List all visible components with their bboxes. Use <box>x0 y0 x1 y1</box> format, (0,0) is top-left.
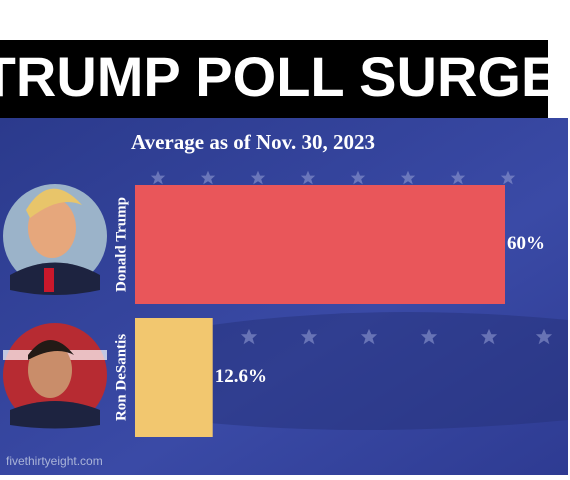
category-label: Donald Trump <box>113 197 129 292</box>
chart-subtitle: Average as of Nov. 30, 2023 <box>131 130 375 154</box>
chart-title: TRUMP POLL SURGE <box>0 45 558 108</box>
value-label: 60% <box>507 233 545 254</box>
bar <box>135 185 505 304</box>
bar <box>135 318 213 437</box>
source: fivethirtyeight.com <box>6 454 103 468</box>
title-band <box>0 40 548 118</box>
category-label: Ron DeSantis <box>113 334 129 421</box>
portrait <box>3 184 107 295</box>
decoration <box>180 312 568 430</box>
portrait <box>3 323 107 429</box>
value-label: 12.6% <box>215 366 267 387</box>
